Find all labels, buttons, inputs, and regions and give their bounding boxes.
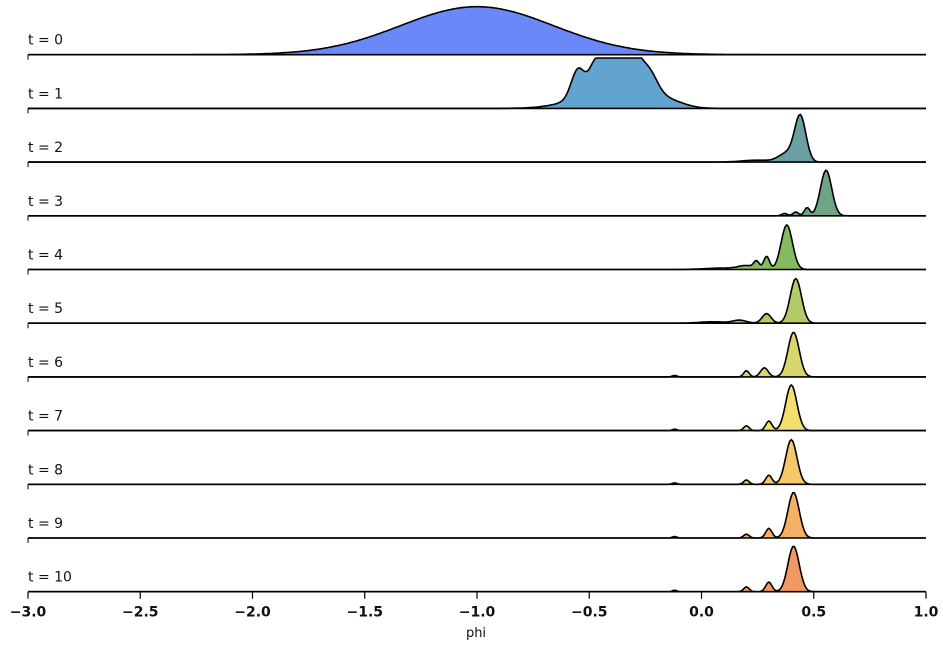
ridge-label: t = 4 [28, 248, 63, 264]
ridge-area [28, 224, 926, 270]
ridge-series: t = 5 [27, 277, 926, 329]
ridge-outline [28, 57, 926, 110]
ridge-series: t = 4 [27, 223, 926, 275]
x-axis-title: phi [466, 626, 486, 641]
x-axis: −3.0 −2.5 −2.0 −1.5 −1.0 −0.5 0.0 0.5 1.0 [10, 591, 939, 621]
ridge-area [28, 278, 926, 324]
ridge-label: t = 5 [28, 301, 63, 317]
ridge-series: t = 3 [27, 169, 926, 221]
ridge-area [28, 6, 926, 55]
ridge-series: t = 9 [27, 492, 926, 543]
ridge-series: t = 8 [27, 438, 926, 490]
ridge-series: t = 1 [27, 57, 926, 114]
x-tick-label: 1.0 [914, 605, 939, 621]
ridge-label: t = 8 [28, 462, 63, 478]
x-tick-label: −1.5 [346, 605, 383, 621]
ridge-series: t = 2 [27, 113, 926, 168]
x-tick-label: −2.5 [122, 605, 159, 621]
ridge-outline [28, 169, 926, 217]
ridge-series: t = 6 [27, 331, 926, 382]
ridge-area [28, 492, 926, 538]
ridge-series: t = 7 [27, 383, 926, 436]
ridge-label: t = 1 [28, 86, 63, 102]
ridge-label: t = 3 [28, 194, 63, 210]
ridge-label: t = 0 [28, 33, 63, 49]
ridge-label: t = 6 [28, 355, 63, 371]
x-tick-label: 0.5 [801, 605, 826, 621]
x-tick-label: −2.0 [234, 605, 271, 621]
ridge-series: t = 0 [27, 5, 926, 60]
ridge-series: t = 10 [28, 545, 926, 593]
x-tick-label: 0.0 [689, 605, 714, 621]
ridge-label: t = 2 [28, 140, 63, 156]
ridge-area [28, 385, 926, 431]
x-tick-label: −0.5 [571, 605, 608, 621]
ridge-area [28, 439, 926, 485]
ridge-area [28, 114, 926, 163]
ridge-area [28, 332, 926, 377]
ridge-label: t = 10 [28, 570, 72, 586]
ridge-area [28, 170, 926, 216]
ridges-group: t = 0 t = 1 t = 2 t = 3 t = 4 t = 5 t = 6 t = 7… [27, 5, 926, 593]
ridge-label: t = 9 [28, 516, 63, 532]
ridge-area [28, 58, 926, 109]
ridge-area [28, 546, 926, 592]
ridge-label: t = 7 [28, 409, 63, 425]
x-tick-label: −3.0 [10, 605, 47, 621]
x-tick-label: −1.0 [459, 605, 496, 621]
